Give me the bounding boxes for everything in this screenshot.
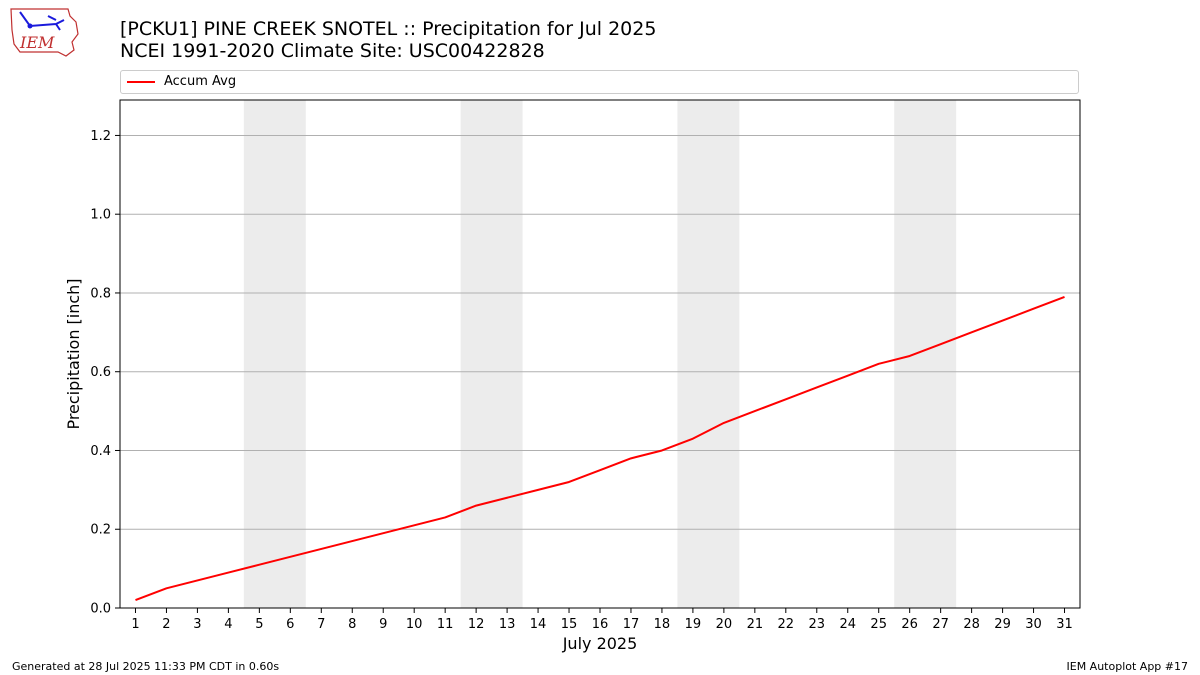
data-point (721, 420, 726, 425)
data-point (814, 385, 819, 390)
y-tick-label: 0.0 (90, 602, 111, 617)
data-point (1031, 306, 1036, 311)
chart-legend: Accum Avg (120, 70, 1079, 94)
data-point (783, 397, 788, 402)
y-tick-label: 0.2 (90, 523, 111, 538)
x-tick-label: 21 (747, 617, 764, 632)
data-point (598, 468, 603, 473)
x-tick-label: 8 (348, 617, 356, 632)
data-point (288, 554, 293, 559)
weekend-band (894, 100, 957, 608)
x-tick-label: 3 (193, 617, 201, 632)
x-tick-label: 16 (592, 617, 609, 632)
data-point (381, 531, 386, 536)
data-point (938, 342, 943, 347)
x-tick-label: 18 (654, 617, 671, 632)
data-point (474, 503, 479, 508)
data-point (443, 515, 448, 520)
data-point (969, 330, 974, 335)
x-tick-label: 17 (623, 617, 640, 632)
x-tick-label: 14 (530, 617, 547, 632)
x-tick-label: 7 (317, 617, 325, 632)
x-tick-label: 15 (561, 617, 578, 632)
data-point (133, 598, 138, 603)
y-tick-label: 0.6 (90, 365, 111, 380)
data-point (1062, 294, 1067, 299)
x-tick-label: 13 (499, 617, 516, 632)
x-tick-label: 20 (716, 617, 733, 632)
x-tick-label: 1 (131, 617, 139, 632)
x-tick-label: 27 (932, 617, 949, 632)
x-tick-label: 2 (162, 617, 170, 632)
x-tick-label: 4 (224, 617, 232, 632)
x-tick-label: 24 (839, 617, 856, 632)
data-point (195, 578, 200, 583)
legend-label-accum-avg: Accum Avg (164, 74, 237, 89)
data-point (412, 523, 417, 528)
x-tick-label: 12 (468, 617, 485, 632)
data-point (319, 546, 324, 551)
data-point (1000, 318, 1005, 323)
data-point (907, 353, 912, 358)
y-axis-label: Precipitation [inch] (64, 278, 83, 429)
data-point (690, 436, 695, 441)
data-point (350, 539, 355, 544)
x-tick-label: 10 (406, 617, 423, 632)
x-tick-label: 23 (809, 617, 826, 632)
iem-logo: IEM (8, 6, 80, 62)
data-point (628, 456, 633, 461)
series-line-accum-avg (135, 295, 1065, 602)
weekend-band (677, 100, 740, 608)
data-point (257, 562, 262, 567)
weekend-band (243, 100, 306, 608)
data-point (567, 479, 572, 484)
x-tick-label: 9 (379, 617, 387, 632)
data-point (536, 487, 541, 492)
x-tick-label: 28 (963, 617, 980, 632)
chart-title: [PCKU1] PINE CREEK SNOTEL :: Precipitati… (120, 18, 657, 40)
y-tick-label: 0.4 (90, 444, 111, 459)
data-point (876, 361, 881, 366)
data-point (164, 586, 169, 591)
x-tick-label: 30 (1025, 617, 1042, 632)
x-tick-label: 19 (685, 617, 702, 632)
weekend-band (460, 100, 523, 608)
y-tick-label: 1.0 (90, 208, 111, 223)
y-tick-label: 0.8 (90, 286, 111, 301)
data-point (505, 495, 510, 500)
generated-timestamp: Generated at 28 Jul 2025 11:33 PM CDT in… (12, 660, 280, 673)
data-point (659, 448, 664, 453)
x-tick-label: 31 (1056, 617, 1073, 632)
x-tick-label: 11 (437, 617, 454, 632)
x-tick-label: 22 (778, 617, 795, 632)
x-tick-label: 26 (901, 617, 918, 632)
x-axis-label: July 2025 (562, 634, 638, 653)
chart-subtitle: NCEI 1991-2020 Climate Site: USC00422828 (120, 40, 545, 62)
data-point (752, 409, 757, 414)
data-point (845, 373, 850, 378)
x-tick-label: 25 (870, 617, 887, 632)
svg-text:IEM: IEM (19, 33, 55, 52)
x-tick-label: 6 (286, 617, 294, 632)
y-tick-label: 1.2 (90, 129, 111, 144)
x-tick-label: 5 (255, 617, 263, 632)
legend-swatch-accum-avg (127, 81, 155, 83)
data-point (226, 570, 231, 575)
app-credit: IEM Autoplot App #17 (1066, 660, 1189, 673)
x-tick-label: 29 (994, 617, 1011, 632)
